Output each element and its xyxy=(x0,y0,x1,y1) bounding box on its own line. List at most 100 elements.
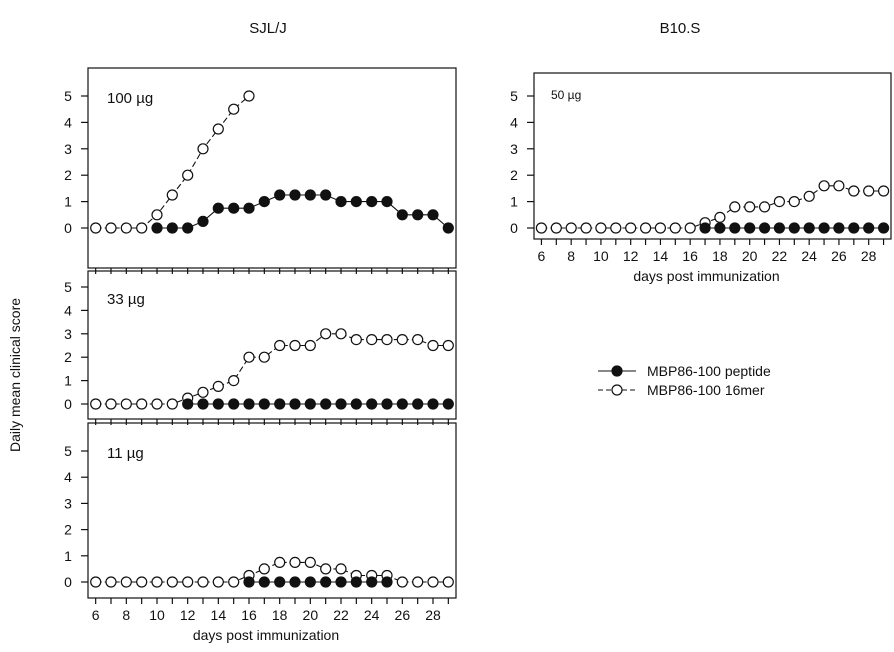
point-16mer xyxy=(442,339,454,352)
point-peptide xyxy=(381,398,393,410)
y-tick-label: 5 xyxy=(64,88,72,104)
y-tick-label: 3 xyxy=(64,495,72,511)
point-16mer xyxy=(228,375,240,387)
panel-dose-label: 100 µg xyxy=(107,90,153,107)
x-axis-title: days post immunization xyxy=(633,268,779,284)
point-peptide xyxy=(166,222,178,234)
point-peptide xyxy=(304,189,316,201)
point-peptide xyxy=(877,222,890,234)
point-peptide xyxy=(863,222,875,234)
point-16mer xyxy=(396,576,408,588)
point-16mer xyxy=(182,576,194,588)
group-title-b10s: B10.S xyxy=(660,20,701,37)
point-peptide xyxy=(243,202,255,214)
series-line-16mer xyxy=(95,561,449,583)
point-16mer xyxy=(684,222,696,234)
x-tick-label: 18 xyxy=(712,248,728,264)
point-16mer xyxy=(136,576,148,588)
panel-frame xyxy=(533,72,892,240)
point-16mer xyxy=(258,351,270,363)
point-16mer xyxy=(228,576,240,588)
y-tick-label: 1 xyxy=(510,194,518,210)
y-tick-label: 0 xyxy=(510,220,518,236)
panel-dose-label: 11 µg xyxy=(107,445,144,462)
y-axis-title: Daily mean clinical score xyxy=(7,298,23,452)
y-tick-label: 1 xyxy=(64,373,72,389)
point-16mer xyxy=(151,398,163,410)
point-peptide xyxy=(729,222,741,234)
x-axis-title: days post immunization xyxy=(193,627,339,643)
point-16mer xyxy=(105,222,117,234)
point-peptide xyxy=(381,196,393,208)
point-peptide xyxy=(258,398,270,410)
point-16mer xyxy=(625,222,637,234)
point-16mer xyxy=(320,328,332,340)
panel-dose-label: 50 µg xyxy=(551,88,581,102)
point-16mer xyxy=(412,334,424,346)
point-peptide xyxy=(818,222,830,234)
point-16mer xyxy=(350,334,362,346)
point-16mer xyxy=(304,556,316,569)
point-peptide xyxy=(304,398,316,410)
point-16mer xyxy=(442,576,454,588)
point-16mer xyxy=(773,196,786,208)
point-16mer xyxy=(863,185,875,197)
point-peptide xyxy=(350,196,362,208)
point-16mer xyxy=(136,222,148,234)
point-16mer xyxy=(243,90,255,102)
point-16mer xyxy=(335,328,347,340)
point-peptide xyxy=(427,398,439,410)
series-line-16mer xyxy=(541,185,884,229)
x-tick-label: 28 xyxy=(861,248,877,264)
point-peptide xyxy=(182,222,194,234)
x-tick-label: 26 xyxy=(395,607,411,623)
point-16mer xyxy=(258,563,270,575)
point-16mer xyxy=(166,576,178,588)
point-16mer xyxy=(848,185,860,197)
y-tick-label: 3 xyxy=(510,141,518,157)
point-16mer xyxy=(197,143,209,155)
x-tick-label: 14 xyxy=(211,607,227,623)
y-tick-label: 3 xyxy=(64,141,72,157)
point-16mer xyxy=(212,576,224,588)
point-16mer xyxy=(381,334,393,346)
panel-1: 33 µg 0 1 2 3 4 5 xyxy=(64,270,457,425)
y-tick-label: 0 xyxy=(64,574,72,590)
point-16mer xyxy=(610,222,622,234)
point-peptide xyxy=(350,576,362,588)
x-tick-label: 18 xyxy=(272,607,288,623)
point-16mer xyxy=(803,190,815,202)
point-16mer xyxy=(182,169,194,181)
y-tick-label: 5 xyxy=(510,88,518,104)
series-line-16mer xyxy=(95,333,449,405)
x-tick-label: 28 xyxy=(425,607,441,623)
point-peptide xyxy=(366,196,378,208)
point-16mer xyxy=(639,222,652,234)
y-tick-label: 2 xyxy=(510,167,518,183)
y-tick-label: 5 xyxy=(64,443,72,459)
legend-marker-peptide xyxy=(611,365,623,377)
point-16mer xyxy=(396,334,408,346)
x-tick-label: 22 xyxy=(772,248,788,264)
y-tick-label: 3 xyxy=(64,326,72,342)
point-peptide xyxy=(197,215,209,227)
point-16mer xyxy=(565,222,577,234)
x-tick-label: 6 xyxy=(538,248,546,264)
point-peptide xyxy=(396,398,408,410)
point-16mer xyxy=(833,180,845,192)
point-peptide xyxy=(396,209,408,221)
x-tick-label: 12 xyxy=(180,607,196,623)
x-tick-label: 20 xyxy=(742,248,758,264)
x-tick-label: 12 xyxy=(623,248,639,264)
point-16mer xyxy=(274,339,286,352)
point-16mer xyxy=(289,556,301,569)
x-tick-label: 10 xyxy=(149,607,165,623)
panel-dose-label: 33 µg xyxy=(107,291,145,308)
y-tick-label: 0 xyxy=(64,396,72,412)
point-16mer xyxy=(427,576,439,588)
point-16mer xyxy=(669,222,681,234)
point-16mer xyxy=(535,222,548,234)
y-tick-label: 1 xyxy=(64,194,72,210)
